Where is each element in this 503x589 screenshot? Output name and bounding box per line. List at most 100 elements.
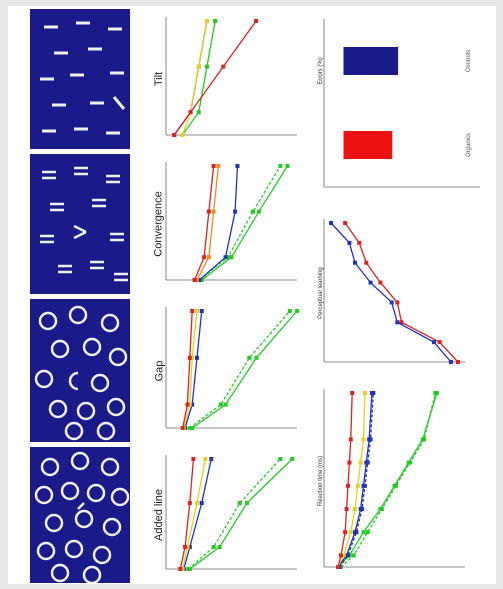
pl-axis-title: Perceptual learning — [318, 267, 324, 319]
data-point — [278, 164, 283, 168]
data-point — [348, 530, 353, 535]
series-line — [182, 310, 193, 429]
data-point — [209, 457, 214, 461]
data-point — [206, 255, 211, 260]
data-point — [422, 437, 427, 442]
data-point — [254, 19, 259, 23]
data-point — [431, 340, 436, 345]
data-point — [362, 391, 367, 395]
data-point — [347, 460, 352, 465]
series-line — [184, 310, 203, 429]
data-point — [190, 355, 195, 360]
data-point — [368, 280, 373, 285]
data-point — [355, 483, 360, 488]
svg-text:Reaction time (ms): Reaction time (ms) — [318, 456, 324, 506]
data-point — [345, 483, 350, 488]
data-point — [329, 221, 334, 225]
data-point — [278, 457, 283, 461]
svg-text:Errors (%): Errors (%) — [318, 57, 324, 84]
data-point — [244, 501, 249, 505]
data-point — [225, 255, 230, 260]
data-point — [235, 164, 240, 168]
data-point — [204, 19, 209, 23]
tilt-stimulus — [40, 21, 126, 135]
data-point — [221, 64, 226, 69]
data-point — [183, 545, 188, 549]
data-point — [223, 255, 228, 260]
series-line — [189, 310, 291, 429]
data-point — [365, 530, 370, 535]
plot-perceptual-learning — [308, 211, 473, 376]
series-line — [337, 392, 353, 568]
data-point — [285, 164, 290, 168]
data-point — [194, 309, 199, 313]
data-point — [196, 64, 201, 69]
data-point — [395, 300, 400, 305]
data-point — [433, 391, 438, 395]
gap-stimulus — [34, 305, 128, 441]
data-point — [191, 457, 196, 461]
series-line — [179, 458, 195, 570]
series-line — [340, 392, 437, 568]
data-point — [344, 507, 349, 511]
data-point — [350, 391, 355, 395]
series-line — [188, 458, 281, 570]
plot-reaction-time — [308, 381, 473, 581]
data-point — [172, 133, 177, 137]
data-point — [217, 545, 222, 549]
data-point — [393, 483, 398, 488]
series-line — [181, 20, 216, 136]
stimulus-panel-added-line — [30, 447, 130, 585]
series-line — [181, 20, 208, 136]
data-point — [256, 209, 261, 214]
data-point — [194, 278, 199, 282]
data-point — [365, 460, 370, 465]
data-point — [364, 260, 369, 265]
data-point — [437, 340, 442, 345]
data-point — [199, 309, 204, 313]
series-line — [193, 165, 215, 281]
data-point — [448, 360, 453, 364]
data-point — [361, 437, 366, 442]
series-line — [338, 392, 374, 568]
series-line — [182, 458, 206, 570]
data-point — [345, 553, 350, 558]
data-point — [395, 320, 400, 325]
data-point — [287, 309, 292, 313]
plot-tilt-errors — [150, 9, 305, 149]
rt-axis-title: Reaction time (ms) — [318, 456, 324, 506]
series-line — [196, 165, 220, 281]
bar-label: Controls — [466, 50, 472, 72]
data-point — [357, 240, 362, 245]
bar-label: Organics — [466, 133, 472, 157]
series-line — [198, 165, 281, 281]
bar — [343, 47, 399, 75]
data-point — [223, 402, 228, 407]
data-point — [180, 567, 185, 571]
data-point — [295, 309, 299, 313]
data-point — [187, 426, 192, 430]
series-line — [191, 310, 298, 429]
data-point — [211, 209, 216, 214]
series-line — [183, 310, 198, 429]
data-point — [185, 545, 190, 549]
data-point — [254, 355, 259, 360]
data-point — [206, 209, 211, 214]
data-point — [336, 565, 341, 569]
series-line — [337, 392, 438, 568]
series-line — [173, 20, 208, 136]
data-point — [211, 164, 216, 168]
data-point — [229, 255, 234, 260]
series-line — [201, 165, 289, 281]
data-point — [213, 19, 218, 23]
data-point — [196, 110, 201, 115]
data-point — [180, 133, 185, 137]
data-point — [343, 221, 348, 225]
series-line — [173, 20, 257, 136]
data-point — [188, 110, 193, 115]
data-point — [187, 402, 192, 407]
data-point — [203, 457, 208, 461]
data-point — [199, 501, 204, 505]
data-point — [353, 260, 358, 265]
stimulus-panel-gap — [30, 299, 130, 442]
